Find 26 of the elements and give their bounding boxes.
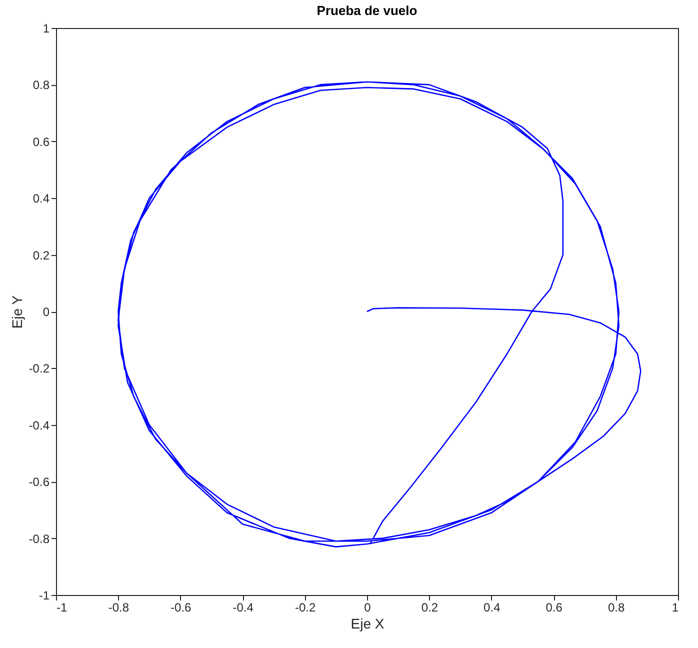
y-tick-label: 0.6 — [32, 134, 50, 149]
x-tick-label: 0.6 — [546, 600, 563, 614]
x-tick-label: 1 — [672, 600, 679, 614]
y-tick-label: 0.4 — [32, 192, 50, 206]
x-tick-label: -0.6 — [170, 600, 192, 614]
x-tick-label: -0.8 — [108, 600, 130, 614]
x-tick-label: -1 — [56, 600, 68, 614]
y-tick-label: -0.6 — [28, 475, 50, 490]
y-tick-label: 1 — [42, 22, 50, 36]
y-tick-label: 0.2 — [32, 248, 50, 262]
x-tick-label: 0.8 — [608, 600, 625, 614]
x-tick-label: -0.2 — [294, 600, 316, 614]
y-tick-label: 0 — [42, 305, 50, 319]
x-tick-label: 0.4 — [484, 600, 501, 614]
y-tick-label: 0.8 — [32, 78, 50, 92]
x-axis-title: Eje X — [350, 616, 385, 632]
y-tick-label: -0.8 — [28, 532, 50, 546]
y-axis-title: Eje Y — [8, 294, 25, 329]
y-tick-label: -0.2 — [28, 362, 50, 376]
chart-title: Prueba de vuelo — [316, 3, 418, 18]
line-series — [118, 81, 642, 548]
x-tick-label: 0 — [364, 600, 372, 614]
x-tick-label: 0.2 — [421, 600, 438, 614]
y-tick-label: -1 — [38, 588, 50, 602]
y-tick-label: -0.4 — [28, 418, 50, 432]
x-tick-label: -0.4 — [232, 600, 254, 614]
